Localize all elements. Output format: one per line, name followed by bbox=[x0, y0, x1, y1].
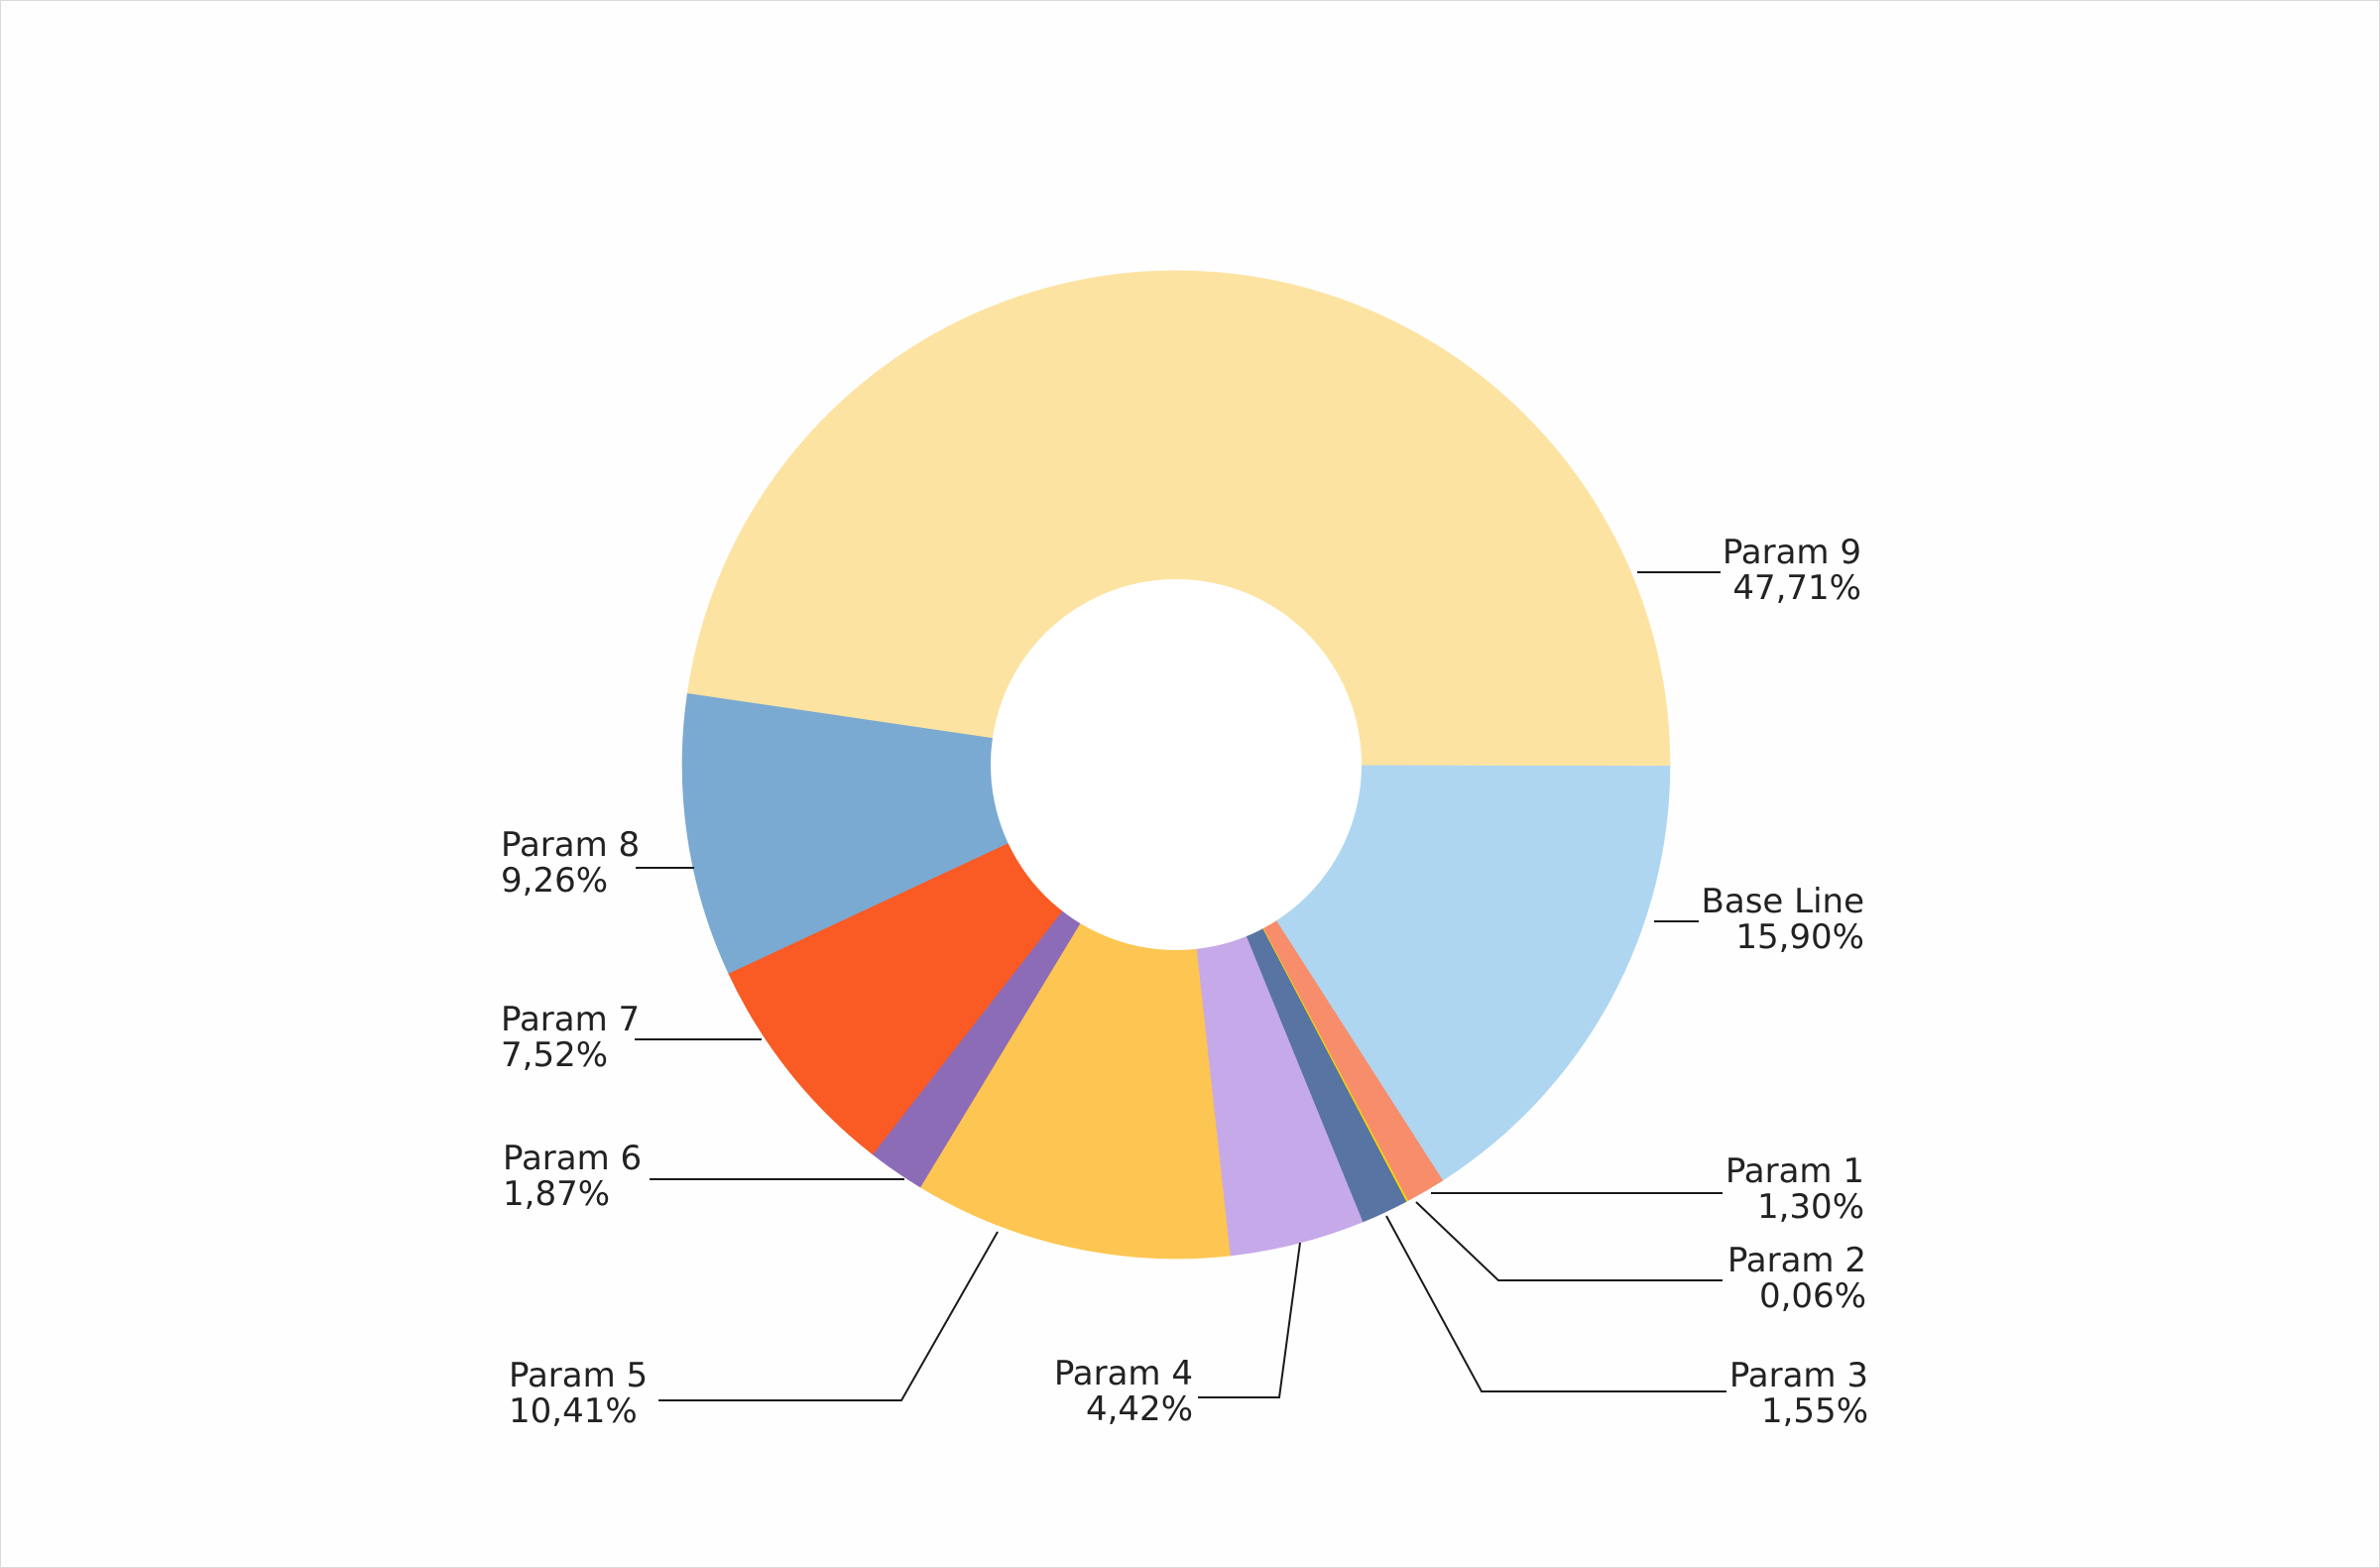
label-value-param-5: 10,41% bbox=[509, 1391, 638, 1431]
label-name-base-line: Base Line bbox=[1702, 882, 1864, 921]
leader-line-param-3 bbox=[1385, 1215, 1726, 1392]
label-value-param-9: 47,71% bbox=[1732, 568, 1861, 608]
slice-param-9 bbox=[686, 270, 1671, 767]
label-value-param-1: 1,30% bbox=[1757, 1187, 1864, 1227]
label-value-param-4: 4,42% bbox=[1086, 1389, 1193, 1429]
label-name-param-3: Param 3 bbox=[1729, 1356, 1868, 1395]
label-value-base-line: 15,90% bbox=[1735, 917, 1864, 957]
label-name-param-4: Param 4 bbox=[1054, 1354, 1193, 1393]
label-name-param-9: Param 9 bbox=[1723, 533, 1861, 572]
label-name-param-7: Param 7 bbox=[501, 1000, 640, 1039]
label-name-param-1: Param 1 bbox=[1726, 1151, 1864, 1191]
label-value-param-2: 0,06% bbox=[1759, 1276, 1866, 1316]
leader-line-param-5 bbox=[658, 1231, 999, 1401]
label-name-param-5: Param 5 bbox=[509, 1356, 648, 1395]
label-value-param-8: 9,26% bbox=[501, 861, 608, 901]
label-value-param-6: 1,87% bbox=[503, 1174, 610, 1214]
label-value-param-7: 7,52% bbox=[501, 1035, 608, 1075]
leader-line-param-2 bbox=[1415, 1201, 1723, 1281]
label-value-param-3: 1,55% bbox=[1761, 1391, 1868, 1431]
label-name-param-8: Param 8 bbox=[501, 825, 640, 865]
leader-line-param-4 bbox=[1198, 1242, 1301, 1398]
label-name-param-6: Param 6 bbox=[503, 1139, 642, 1178]
donut-hole bbox=[991, 579, 1362, 950]
label-name-param-2: Param 2 bbox=[1727, 1241, 1866, 1280]
